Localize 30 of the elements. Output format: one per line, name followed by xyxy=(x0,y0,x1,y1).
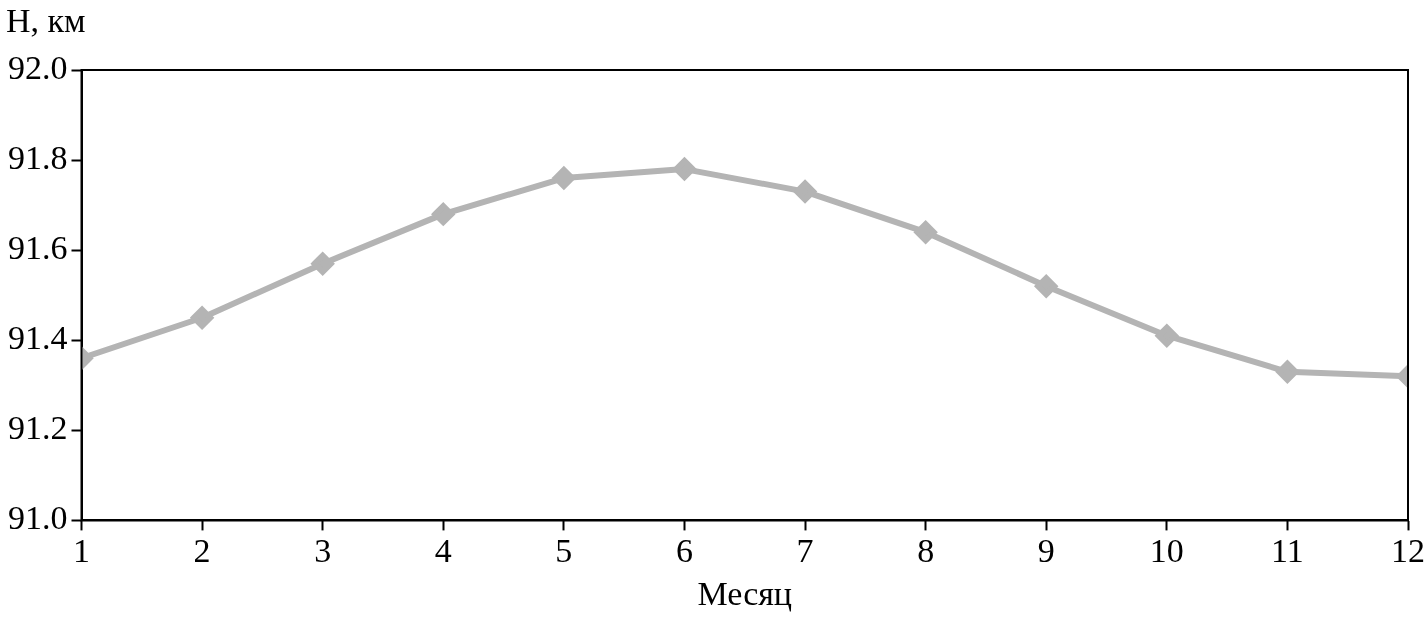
x-tick-label: 8 xyxy=(917,531,935,569)
point xyxy=(794,180,817,203)
point xyxy=(673,158,696,181)
point xyxy=(311,252,334,275)
x-tick-label: 12 xyxy=(1391,531,1425,569)
x-tick-label: 3 xyxy=(314,531,332,569)
y-tick-label: 91.8 xyxy=(8,139,68,176)
y-tick-label: 92.0 xyxy=(8,48,68,86)
x-tick-label: 7 xyxy=(796,531,814,569)
point xyxy=(1155,324,1178,347)
point xyxy=(914,221,937,244)
point xyxy=(432,203,455,226)
x-tick-label: 11 xyxy=(1271,531,1304,569)
x-tick-label: 2 xyxy=(193,531,211,569)
x-tick-label: 10 xyxy=(1149,531,1184,569)
y-axis-title: H, км xyxy=(6,1,86,39)
point xyxy=(191,306,214,329)
point xyxy=(1035,275,1058,298)
point xyxy=(552,167,575,190)
y-tick-label: 91.6 xyxy=(8,229,68,267)
y-tick-label: 91.4 xyxy=(8,319,68,357)
x-tick-label: 5 xyxy=(555,531,573,569)
x-tick-label: 9 xyxy=(1037,531,1055,569)
point xyxy=(1276,360,1299,383)
y-tick-label: 91.0 xyxy=(8,499,68,537)
x-tick-label: 4 xyxy=(434,531,452,569)
x-tick-label: 1 xyxy=(73,531,90,569)
x-tick-label: 6 xyxy=(675,531,693,569)
x-axis-title: Месяц xyxy=(697,574,793,612)
y-tick-label: 91.2 xyxy=(8,409,68,447)
